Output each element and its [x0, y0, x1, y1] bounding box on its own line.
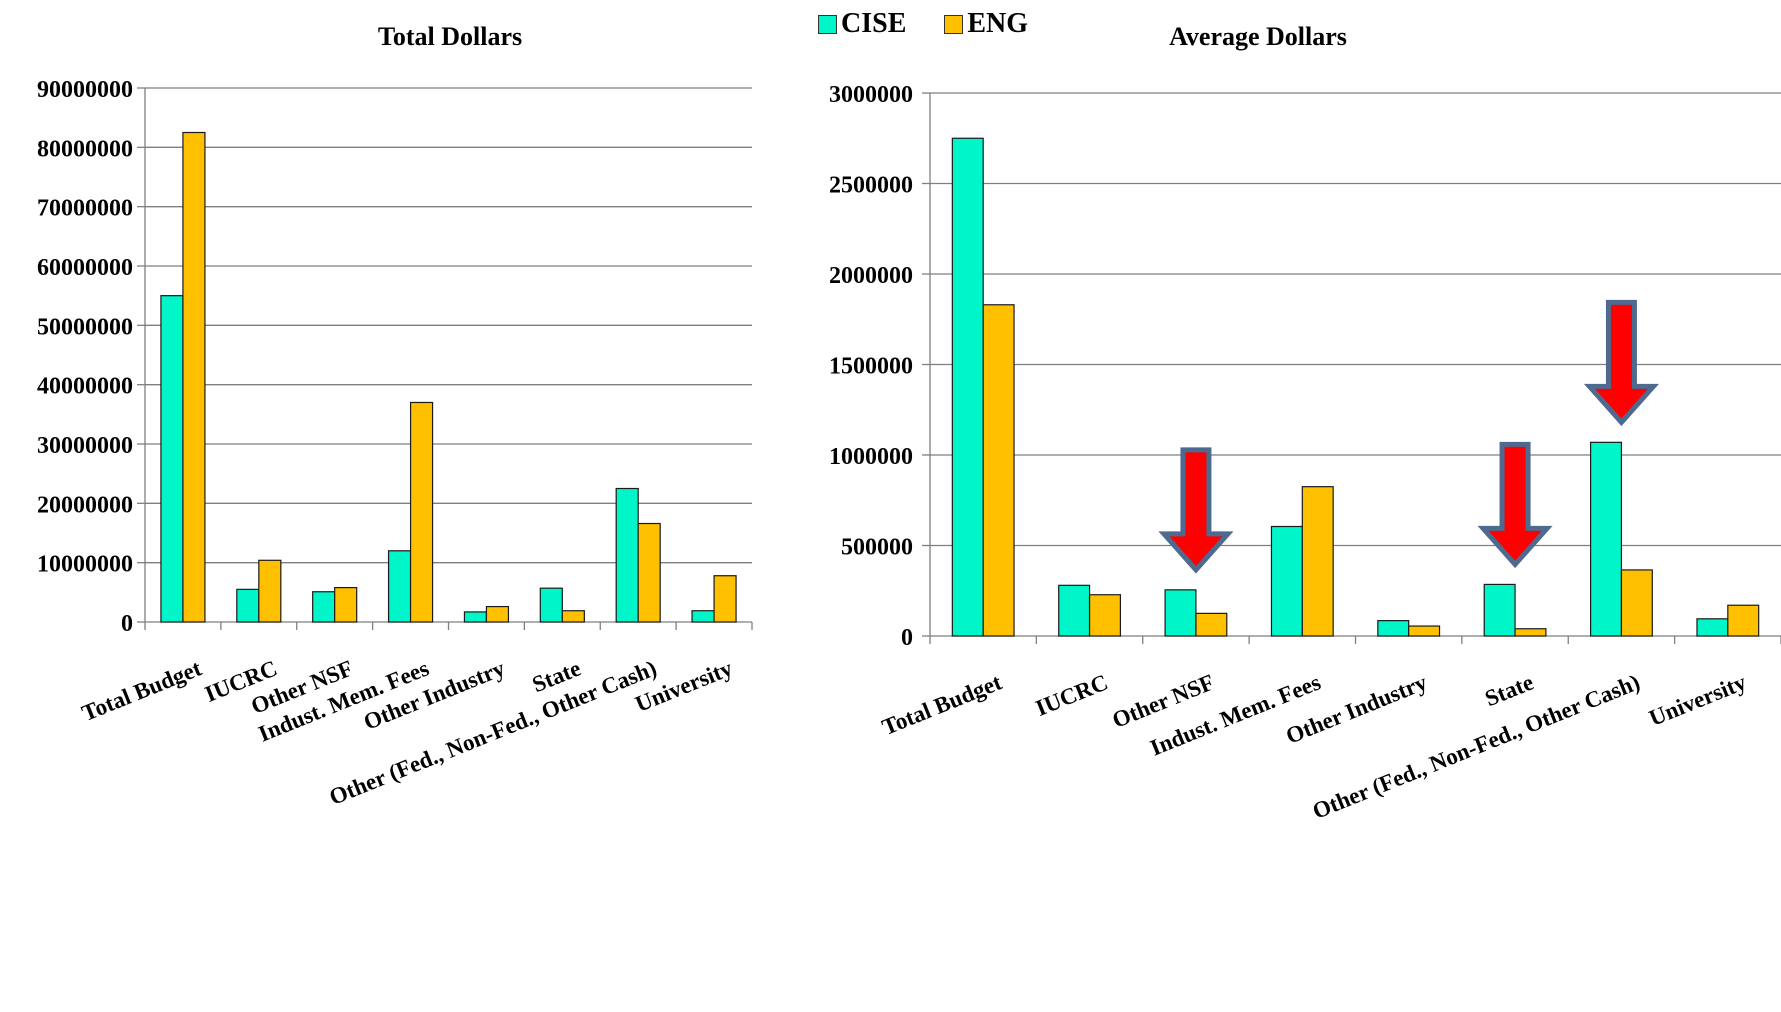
y-tick-label: 90000000	[37, 77, 133, 103]
bar-cise	[615, 487, 639, 623]
chart-title: Total Dollars	[378, 22, 522, 51]
y-tick-label: 30000000	[37, 433, 133, 459]
y-tick-label: 0	[121, 611, 133, 637]
bar-eng	[982, 304, 1015, 637]
bar-eng	[485, 605, 510, 623]
bar-cise	[1589, 441, 1623, 637]
bar-eng	[409, 401, 434, 623]
y-tick-label: 70000000	[37, 196, 133, 222]
bar-cise	[1483, 583, 1516, 637]
bar-eng	[258, 559, 282, 623]
bar-cise	[1377, 620, 1410, 637]
bar-cise	[236, 588, 260, 623]
legend-label-cise: CISE	[841, 8, 907, 39]
bar-cise	[387, 550, 412, 623]
bar-cise	[463, 611, 488, 623]
legend-item-eng: ENG	[944, 8, 1028, 40]
bar-cise	[539, 587, 563, 623]
legend-item-cise: CISE	[818, 8, 906, 40]
bar-cise	[1164, 589, 1197, 637]
bar-eng	[1620, 569, 1653, 637]
y-tick-label: 20000000	[37, 492, 133, 518]
bar-eng	[1514, 628, 1547, 637]
bar-eng	[561, 610, 585, 623]
bar-eng	[1408, 625, 1441, 637]
bar-cise	[1058, 584, 1091, 637]
legend: CISE ENG	[818, 8, 1066, 40]
x-tick-label: University	[1646, 669, 1751, 731]
x-tick-label: Total Budget	[879, 669, 1006, 740]
x-tick-label: Total Budget	[78, 655, 205, 726]
legend-swatch-eng	[944, 14, 964, 34]
highlight-arrow	[1477, 441, 1553, 569]
y-tick-label: 1500000	[829, 354, 913, 380]
y-tick-label: 60000000	[37, 255, 133, 281]
chart-2: Average Dollars 0 500000 1000000 1500000 2000…	[829, 22, 1781, 824]
bar-cise	[691, 610, 715, 623]
x-tick-label: IUCRC	[1032, 669, 1111, 720]
highlight-arrow	[1158, 447, 1234, 574]
y-tick-label: 3000000	[829, 82, 913, 108]
x-tick-label: State	[1481, 669, 1537, 711]
highlight-arrow	[1583, 299, 1660, 427]
y-tick-label: 80000000	[37, 136, 133, 162]
bar-cise	[951, 137, 984, 637]
x-tick-label: Other (Fed., Non-Fed., Other Cash)	[1309, 669, 1643, 823]
bar-eng	[334, 586, 358, 623]
y-tick-label: 50000000	[37, 314, 133, 340]
bar-eng	[1301, 486, 1334, 637]
bar-eng	[1088, 594, 1122, 637]
bar-cise	[312, 591, 336, 623]
bar-eng	[182, 131, 206, 623]
legend-label-eng: ENG	[967, 8, 1029, 39]
y-tick-label: 2000000	[829, 263, 913, 289]
chart-1: Total Dollars 0 10000000 20000000 30000000 40…	[37, 22, 753, 810]
y-tick-label: 0	[901, 625, 913, 651]
bar-eng	[637, 522, 661, 623]
y-tick-label: 1000000	[829, 444, 913, 470]
y-tick-label: 2500000	[829, 173, 913, 199]
y-tick-label: 40000000	[37, 374, 133, 400]
bar-cise	[1270, 525, 1303, 637]
bar-cise	[160, 295, 184, 623]
bar-eng	[1727, 604, 1760, 637]
legend-swatch-cise	[818, 14, 837, 34]
bar-cise	[1696, 618, 1729, 637]
bar-eng	[713, 575, 737, 623]
bar-eng	[1195, 612, 1228, 637]
y-tick-label: 10000000	[37, 552, 133, 578]
chart-title: Average Dollars	[1169, 22, 1347, 51]
y-tick-label: 500000	[841, 535, 913, 561]
